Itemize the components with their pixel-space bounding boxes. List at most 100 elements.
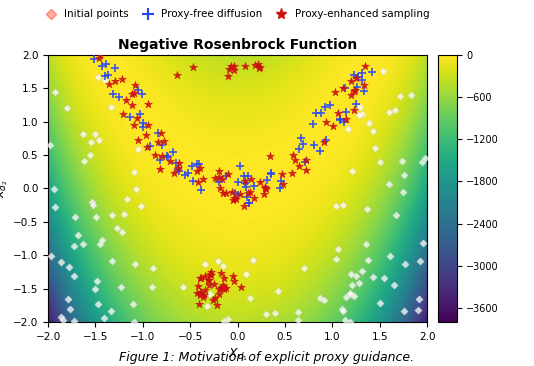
Point: [277, 178, 286, 183]
Point: [351, 87, 359, 93]
Point: [355, 280, 364, 285]
Point: [362, 241, 370, 247]
Point: [379, 68, 387, 74]
Point: [244, 200, 253, 206]
Y-axis label: $x_{d_2}$: $x_{d_2}$: [0, 179, 10, 198]
Point: [360, 88, 368, 94]
Point: [123, 196, 132, 202]
Title: Negative Rosenbrock Function: Negative Rosenbrock Function: [118, 38, 357, 52]
Point: [339, 119, 348, 124]
Point: [376, 159, 384, 165]
X-axis label: $X_{d_1}$: $X_{d_1}$: [227, 346, 248, 363]
Point: [244, 190, 252, 196]
Point: [320, 297, 328, 303]
Point: [108, 212, 117, 218]
Point: [70, 318, 78, 324]
Point: [302, 167, 310, 173]
Point: [117, 76, 126, 82]
Point: [85, 152, 94, 158]
Point: [347, 272, 355, 277]
Point: [204, 277, 213, 283]
Point: [392, 212, 400, 218]
Point: [334, 246, 342, 251]
Point: [87, 139, 95, 145]
Point: [195, 161, 203, 167]
Point: [201, 261, 210, 266]
Point: [310, 142, 318, 148]
Point: [156, 130, 165, 135]
Point: [46, 253, 55, 259]
Point: [399, 172, 408, 178]
Point: [168, 149, 177, 155]
Point: [189, 64, 197, 70]
Point: [210, 281, 218, 287]
Point: [111, 65, 120, 71]
Point: [194, 283, 202, 289]
Point: [197, 187, 205, 193]
Point: [109, 91, 117, 97]
Point: [95, 55, 103, 61]
Point: [132, 186, 140, 192]
Point: [204, 277, 213, 283]
Point: [215, 291, 224, 297]
Point: [163, 153, 172, 159]
Point: [194, 301, 203, 307]
Point: [401, 261, 410, 267]
Point: [128, 102, 137, 108]
Point: [195, 290, 204, 296]
Point: [249, 183, 258, 189]
Point: [263, 177, 271, 183]
Point: [255, 64, 264, 70]
Point: [125, 114, 134, 120]
Point: [96, 241, 104, 247]
Point: [350, 72, 358, 78]
Point: [115, 94, 124, 100]
Point: [119, 111, 127, 117]
Point: [210, 175, 219, 181]
Point: [232, 196, 241, 202]
Point: [194, 179, 202, 185]
Point: [316, 148, 325, 154]
Point: [230, 195, 239, 201]
Point: [217, 285, 225, 291]
Point: [174, 160, 183, 166]
Point: [205, 282, 213, 288]
Point: [148, 284, 156, 290]
Point: [399, 189, 407, 195]
Point: [136, 112, 145, 117]
Point: [337, 306, 346, 312]
Point: [342, 116, 351, 122]
Point: [59, 317, 68, 323]
Point: [234, 192, 242, 198]
Point: [413, 307, 422, 313]
Point: [358, 111, 367, 117]
Point: [98, 63, 107, 68]
Point: [193, 168, 202, 174]
Point: [175, 168, 184, 174]
Point: [356, 104, 364, 110]
Point: [419, 240, 427, 246]
Point: [166, 158, 174, 164]
Point: [229, 273, 238, 279]
Point: [242, 271, 250, 277]
Point: [295, 146, 303, 152]
Point: [90, 56, 98, 62]
Point: [181, 172, 190, 178]
Point: [214, 258, 222, 264]
Point: [200, 287, 209, 293]
Point: [325, 102, 334, 108]
Point: [139, 120, 147, 126]
Point: [290, 157, 299, 163]
Point: [144, 101, 152, 107]
Point: [331, 89, 339, 95]
Point: [207, 269, 216, 274]
Point: [368, 274, 377, 280]
Point: [352, 273, 360, 279]
Point: [215, 286, 223, 292]
Point: [148, 265, 157, 271]
Point: [210, 295, 219, 301]
Point: [266, 153, 274, 159]
Point: [336, 117, 345, 123]
Point: [209, 297, 217, 303]
Point: [329, 123, 337, 129]
